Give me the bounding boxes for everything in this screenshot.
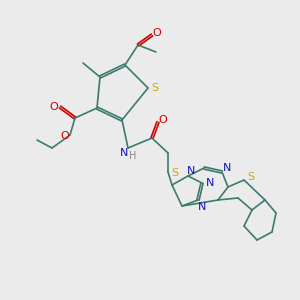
Text: N: N xyxy=(198,202,206,212)
Text: S: S xyxy=(152,83,159,93)
Text: O: O xyxy=(50,102,58,112)
Text: H: H xyxy=(129,151,137,161)
Text: S: S xyxy=(248,172,255,182)
Text: S: S xyxy=(171,168,178,178)
Text: N: N xyxy=(206,178,214,188)
Text: O: O xyxy=(159,115,167,125)
Text: N: N xyxy=(120,148,128,158)
Text: O: O xyxy=(61,131,69,141)
Text: N: N xyxy=(223,163,231,173)
Text: N: N xyxy=(187,166,195,176)
Text: O: O xyxy=(153,28,161,38)
